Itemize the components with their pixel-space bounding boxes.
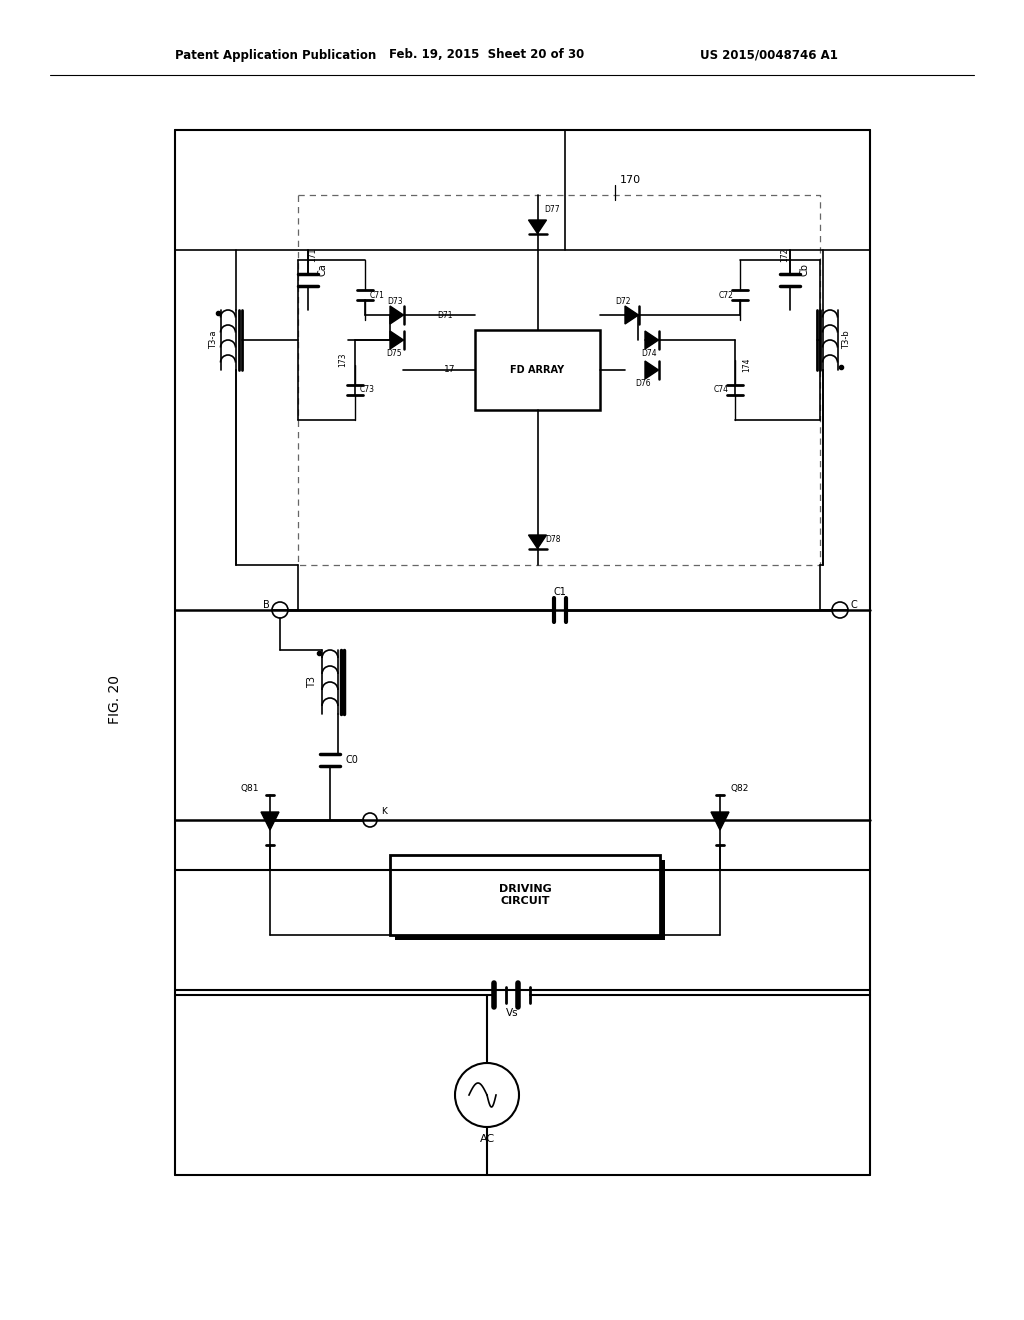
Text: Q81: Q81 bbox=[241, 784, 259, 792]
Text: D77: D77 bbox=[545, 206, 560, 214]
Text: D78: D78 bbox=[545, 536, 560, 544]
Text: D76: D76 bbox=[635, 380, 651, 388]
Polygon shape bbox=[528, 220, 547, 234]
Text: K: K bbox=[381, 808, 387, 817]
Polygon shape bbox=[645, 360, 658, 379]
Text: D75: D75 bbox=[386, 350, 401, 359]
Polygon shape bbox=[261, 812, 279, 830]
Text: C: C bbox=[851, 601, 857, 610]
Text: 171: 171 bbox=[308, 248, 317, 263]
Text: C73: C73 bbox=[359, 385, 375, 395]
Bar bbox=[475, 330, 600, 411]
Text: DRIVING
CIRCUIT: DRIVING CIRCUIT bbox=[499, 884, 551, 906]
Text: Q82: Q82 bbox=[731, 784, 750, 792]
Text: FIG. 20: FIG. 20 bbox=[108, 676, 122, 725]
Text: C71: C71 bbox=[370, 290, 384, 300]
Text: Feb. 19, 2015  Sheet 20 of 30: Feb. 19, 2015 Sheet 20 of 30 bbox=[389, 49, 585, 62]
Text: AC: AC bbox=[479, 1134, 495, 1144]
Text: 172: 172 bbox=[780, 248, 790, 263]
Text: 174: 174 bbox=[742, 358, 752, 372]
Text: C0: C0 bbox=[345, 755, 357, 766]
Text: C1: C1 bbox=[554, 587, 566, 597]
Text: 17: 17 bbox=[444, 366, 456, 375]
Text: C74: C74 bbox=[714, 385, 728, 395]
Bar bbox=[395, 861, 665, 940]
Text: D74: D74 bbox=[641, 350, 656, 359]
Polygon shape bbox=[528, 535, 547, 549]
Text: FD ARRAY: FD ARRAY bbox=[510, 366, 564, 375]
Text: T3: T3 bbox=[307, 676, 317, 688]
Text: 173: 173 bbox=[339, 352, 347, 367]
Text: C72: C72 bbox=[719, 290, 733, 300]
Text: B: B bbox=[262, 601, 269, 610]
Text: 170: 170 bbox=[620, 176, 641, 185]
Text: Vs: Vs bbox=[506, 1008, 518, 1018]
Text: D72: D72 bbox=[615, 297, 631, 305]
Text: T3-b: T3-b bbox=[843, 330, 852, 350]
Text: D71: D71 bbox=[437, 310, 453, 319]
Polygon shape bbox=[390, 331, 403, 348]
Text: Ca: Ca bbox=[317, 264, 327, 276]
Text: US 2015/0048746 A1: US 2015/0048746 A1 bbox=[700, 49, 838, 62]
Text: T3-a: T3-a bbox=[210, 331, 218, 350]
Polygon shape bbox=[711, 812, 729, 830]
Polygon shape bbox=[645, 331, 658, 348]
Bar bbox=[390, 855, 660, 935]
Text: Patent Application Publication: Patent Application Publication bbox=[175, 49, 376, 62]
Text: Cb: Cb bbox=[799, 264, 809, 276]
Polygon shape bbox=[390, 306, 403, 323]
Text: D73: D73 bbox=[387, 297, 402, 305]
Polygon shape bbox=[625, 306, 639, 323]
